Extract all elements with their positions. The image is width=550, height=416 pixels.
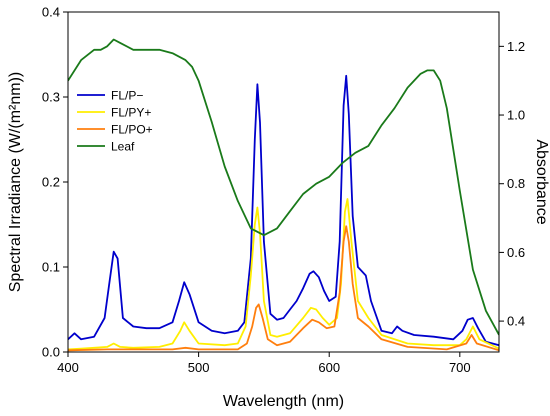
- legend-label-2: FL/PO+: [111, 123, 153, 137]
- x-tick-label-2: 600: [318, 360, 340, 375]
- y2-tick-label-1: 0.6: [507, 245, 525, 260]
- y-axis-title: Spectral Irradiance (W/(m²nm)): [7, 72, 24, 292]
- y-tick-label-2: 0.2: [42, 175, 60, 190]
- y2-tick-label-4: 1.2: [507, 39, 525, 54]
- y2-tick-label-3: 1.0: [507, 108, 525, 123]
- y2-tick-label-2: 0.8: [507, 176, 525, 191]
- y2-tick-label-0: 0.4: [507, 314, 525, 329]
- ticks-layer: 400 500 600 700 0.0 0.1 0.2 0.3 0.4 0.4 0.6 0.8 1.0 1…: [42, 5, 525, 376]
- x-tick-label-3: 700: [449, 360, 471, 375]
- y-tick-label-4: 0.4: [42, 5, 60, 20]
- legend-label-3: Leaf: [111, 140, 135, 154]
- y-tick-label-0: 0.0: [42, 345, 60, 360]
- x-axis-title: Wavelength (nm): [223, 393, 344, 410]
- x-tick-label-1: 500: [188, 360, 210, 375]
- y-tick-label-1: 0.1: [42, 260, 60, 275]
- plot-frame: [67, 11, 500, 353]
- series-line-2: [68, 225, 499, 352]
- legend-label-0: FL/P−: [111, 89, 143, 103]
- series-line-3: [68, 38, 499, 336]
- x-tick-label-0: 400: [57, 360, 79, 375]
- series-layer: [68, 38, 499, 352]
- series-line-0: [68, 74, 499, 347]
- legend: FL/P− FL/PY+ FL/PO+ Leaf: [77, 89, 153, 154]
- y2-axis-title: Absorbance: [533, 139, 550, 224]
- y-tick-label-3: 0.3: [42, 90, 60, 105]
- series-line-1: [68, 198, 499, 351]
- legend-label-1: FL/PY+: [111, 106, 151, 120]
